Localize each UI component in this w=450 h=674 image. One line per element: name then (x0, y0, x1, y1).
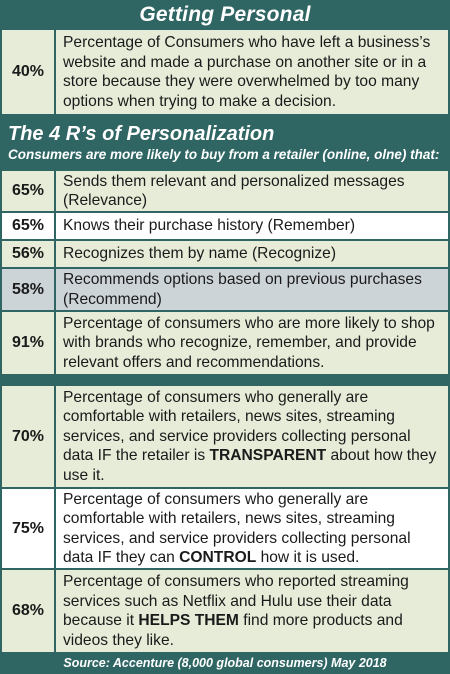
stat-text: Percentage of Consumers who have left a … (63, 34, 431, 110)
stat-text: Recommends options based on previous pur… (63, 271, 422, 308)
stat-row: 58% Recommends options based on previous… (2, 269, 448, 310)
stat-percentage: 70% (2, 386, 56, 487)
stat-percentage: 65% (2, 213, 56, 239)
stat-row: 65% Knows their purchase history (Rememb… (2, 213, 448, 239)
stat-text: Percentage of consumers who reported str… (56, 572, 448, 650)
stat-text-part: how it is used. (256, 549, 360, 566)
stat-text: Recognizes them by name (Recognize) (63, 245, 337, 263)
section1-title: Getting Personal (139, 3, 311, 26)
section2-subtitle: Consumers are more likely to buy from a … (8, 147, 440, 162)
stat-row: 40% Percentage of Consumers who have lef… (2, 30, 448, 114)
section1-header: Getting Personal (0, 0, 450, 30)
stat-text-part: Percentage of consumers who reported str… (63, 573, 409, 629)
stat-row: 70% Percentage of consumers who generall… (2, 386, 448, 487)
stat-percentage: 58% (2, 269, 56, 310)
stat-emphasis: TRANSPARENT (209, 447, 327, 465)
section2-header: The 4 R’s of Personalization Consumers a… (0, 118, 450, 170)
stat-percentage: 75% (2, 489, 56, 568)
stat-text: Knows their purchase history (Remember) (63, 217, 356, 235)
stat-text-part: about how they use it. (63, 447, 437, 484)
stat-text-part: find more products and videos they like. (63, 612, 403, 649)
stat-text-part: Percentage of consumers who generally ar… (63, 490, 411, 567)
stat-text: Percentage of consumers who generally ar… (56, 490, 448, 568)
stat-emphasis: HELPS THEM (138, 612, 239, 629)
stat-percentage: 56% (2, 241, 56, 267)
stat-percentage: 68% (2, 570, 56, 652)
stat-row: 68% Percentage of consumers who reported… (2, 570, 448, 652)
source-caption: Source: Accenture (8,000 global consumer… (63, 656, 387, 670)
stat-text-part: Percentage of consumers who generally ar… (63, 388, 411, 465)
stat-percentage: 91% (2, 312, 56, 374)
section2-title: The 4 R’s of Personalization (8, 123, 275, 145)
stat-row: 75% Percentage of consumers who generall… (2, 489, 448, 568)
stat-row: 65% Sends them relevant and personalized… (2, 171, 448, 211)
stat-text: Percentage of consumers who are more lik… (63, 314, 435, 371)
stat-percentage: 40% (2, 30, 56, 114)
stat-text: Sends them relevant and personalized mes… (63, 172, 405, 210)
stat-row: 56% Recognizes them by name (Recognize) (2, 241, 448, 267)
stat-text: Percentage of consumers who generally ar… (56, 388, 448, 486)
stat-row: 91% Percentage of consumers who are more… (2, 312, 448, 374)
stat-percentage: 65% (2, 171, 56, 211)
stat-emphasis: CONTROL (179, 549, 257, 566)
